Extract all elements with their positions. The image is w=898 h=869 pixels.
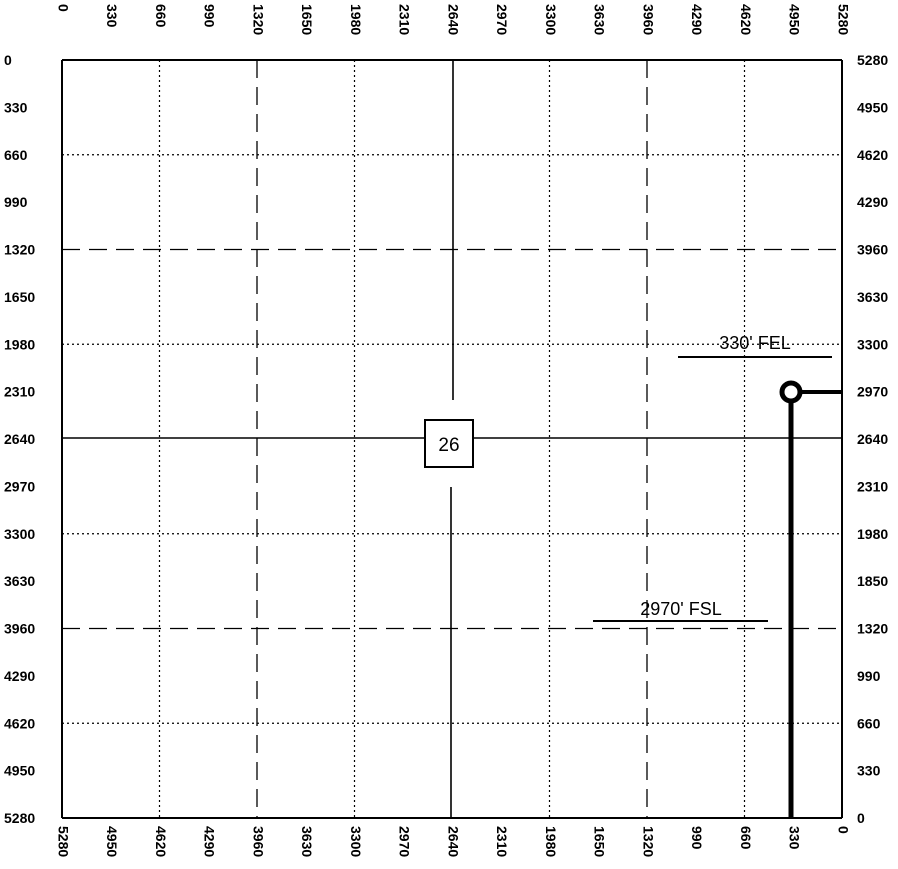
tick-label-right: 3300	[857, 336, 888, 352]
tick-label-left: 990	[4, 194, 28, 210]
tick-label-bottom: 660	[738, 826, 754, 850]
tick-label-top: 4620	[738, 4, 754, 35]
section-number: 26	[438, 435, 459, 456]
tick-label-left: 5280	[4, 810, 35, 826]
tick-label-right: 4620	[857, 147, 888, 163]
tick-label-left: 2310	[4, 384, 35, 400]
tick-label-bottom: 990	[689, 826, 705, 850]
tick-label-left: 3960	[4, 621, 35, 637]
tick-label-top: 4290	[689, 4, 705, 35]
tick-label-bottom: 330	[787, 826, 803, 850]
tick-label-right: 1850	[857, 573, 888, 589]
tick-label-right: 660	[857, 715, 881, 731]
tick-label-right: 2970	[857, 384, 888, 400]
tick-label-top: 0	[55, 4, 71, 12]
tick-label-bottom: 2310	[494, 826, 510, 857]
tick-label-bottom: 1980	[543, 826, 559, 857]
tick-label-bottom: 5280	[55, 826, 71, 857]
tick-label-left: 2640	[4, 431, 35, 447]
tick-label-left: 2970	[4, 478, 35, 494]
tick-label-top: 330	[104, 4, 120, 28]
tick-label-bottom: 3630	[299, 826, 315, 857]
tick-label-top: 1320	[250, 4, 266, 35]
tick-label-right: 0	[857, 810, 865, 826]
tick-label-top: 3960	[640, 4, 656, 35]
tick-label-top: 3630	[592, 4, 608, 35]
tick-label-left: 1650	[4, 289, 35, 305]
tick-label-top: 2640	[445, 4, 461, 35]
tick-label-top: 1650	[299, 4, 315, 35]
tick-label-left: 1320	[4, 242, 35, 258]
tick-label-right: 1320	[857, 621, 888, 637]
fel-label: 330' FEL	[719, 333, 790, 353]
tick-label-left: 1980	[4, 336, 35, 352]
tick-label-top: 2970	[494, 4, 510, 35]
tick-label-top: 2310	[397, 4, 413, 35]
tick-label-left: 4950	[4, 763, 35, 779]
tick-label-bottom: 1320	[640, 826, 656, 857]
section-number-box	[424, 419, 474, 468]
tick-label-right: 2640	[857, 431, 888, 447]
tick-label-top: 5280	[835, 4, 851, 35]
tick-label-right: 990	[857, 668, 881, 684]
tick-label-bottom: 2640	[445, 826, 461, 857]
tick-label-right: 4290	[857, 194, 888, 210]
tick-label-right: 3960	[857, 242, 888, 258]
tick-label-right: 4950	[857, 99, 888, 115]
tick-label-bottom: 4620	[153, 826, 169, 857]
tick-label-top: 660	[153, 4, 169, 28]
tick-label-right: 3630	[857, 289, 888, 305]
tick-label-left: 660	[4, 147, 28, 163]
tick-label-right: 5280	[857, 52, 888, 68]
tick-label-right: 1980	[857, 526, 888, 542]
tick-label-left: 3630	[4, 573, 35, 589]
tick-label-top: 1980	[348, 4, 364, 35]
tick-label-right: 2310	[857, 478, 888, 494]
tick-label-left: 4290	[4, 668, 35, 684]
tick-label-bottom: 3300	[348, 826, 364, 857]
tick-label-bottom: 4950	[104, 826, 120, 857]
tick-label-top: 4950	[787, 4, 803, 35]
grid-lines	[61, 59, 843, 819]
tick-label-left: 3300	[4, 526, 35, 542]
tick-label-top: 3300	[543, 4, 559, 35]
tick-label-bottom: 3960	[250, 826, 266, 857]
tick-label-top: 990	[202, 4, 218, 28]
tick-label-left: 0	[4, 52, 12, 68]
tick-labels: 0330660990132016501980231026402970330036…	[4, 4, 888, 857]
tick-label-left: 4620	[4, 715, 35, 731]
tick-label-bottom: 2970	[397, 826, 413, 857]
fsl-label: 2970' FSL	[640, 599, 722, 619]
tick-label-bottom: 0	[835, 826, 851, 834]
tick-label-bottom: 1650	[592, 826, 608, 857]
tick-label-right: 330	[857, 763, 881, 779]
tick-label-left: 330	[4, 99, 28, 115]
tick-label-bottom: 4290	[202, 826, 218, 857]
well-location-marker	[779, 380, 803, 404]
